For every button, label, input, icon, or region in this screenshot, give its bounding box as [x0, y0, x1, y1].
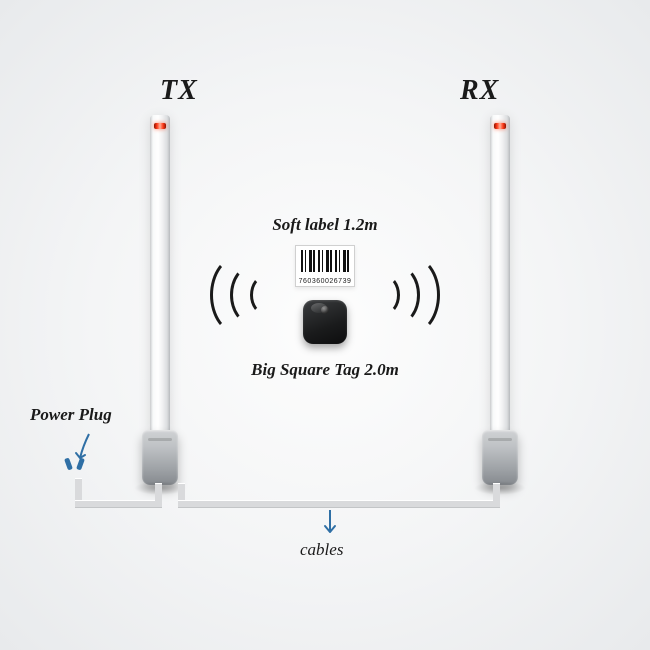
barcode-bars — [301, 250, 349, 272]
signal-waves-right-icon — [370, 255, 430, 335]
tx-label: TX — [160, 75, 198, 107]
soft-label-text: Soft label 1.2m — [225, 215, 425, 235]
cable-segment — [155, 483, 162, 507]
signal-waves-left-icon — [220, 255, 280, 335]
cables-arrow-icon — [320, 510, 340, 540]
tx-base — [142, 430, 178, 485]
tx-led-icon — [154, 123, 166, 129]
cable-segment — [493, 483, 500, 507]
rx-shadow — [474, 481, 526, 495]
rx-pillar — [490, 115, 510, 435]
power-plug-icon — [62, 458, 88, 480]
hard-tag-icon — [303, 300, 347, 348]
rx-led-icon — [494, 123, 506, 129]
tx-pillar — [150, 115, 170, 435]
diagram-stage: TX RX Soft label 1.2m 760360026739 Big S… — [0, 0, 650, 650]
hard-tag-body — [303, 300, 347, 344]
rx-label: RX — [460, 75, 499, 107]
big-tag-text: Big Square Tag 2.0m — [225, 360, 425, 380]
barcode-soft-label-icon: 760360026739 — [295, 245, 355, 287]
barcode-number: 760360026739 — [296, 278, 354, 285]
cable-segment — [75, 500, 160, 507]
power-plug-label: Power Plug — [30, 405, 112, 425]
rx-base — [482, 430, 518, 485]
tx-pedestal — [140, 115, 180, 485]
cables-label: cables — [300, 540, 343, 560]
rx-pedestal — [480, 115, 520, 485]
cable-segment — [178, 500, 498, 507]
